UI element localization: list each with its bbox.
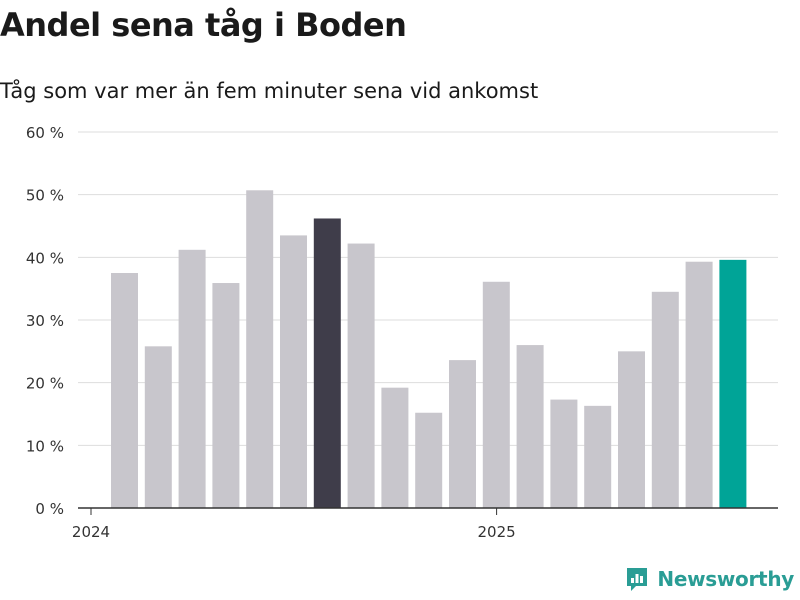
- bar: [685, 261, 713, 508]
- y-tick-label: 50 %: [26, 187, 64, 205]
- bar: [516, 345, 544, 508]
- chart-title: Andel sena tåg i Boden: [0, 6, 407, 44]
- bar: [111, 273, 138, 508]
- bar: [313, 218, 341, 509]
- newsworthy-logo: Newsworthy: [625, 566, 794, 592]
- y-tick-label: 20 %: [26, 375, 64, 393]
- bar: [144, 346, 172, 508]
- bar: [347, 243, 375, 508]
- y-tick-label: 10 %: [26, 437, 64, 455]
- y-tick-label: 30 %: [26, 312, 64, 330]
- newsworthy-chart-icon: [627, 568, 648, 591]
- bar: [246, 190, 274, 508]
- bar: [618, 351, 645, 508]
- y-tick-label: 0 %: [35, 500, 64, 518]
- bar: [381, 387, 409, 508]
- bar: [651, 291, 679, 508]
- chart-subtitle: Tåg som var mer än fem minuter sena vid …: [0, 79, 539, 103]
- bar: [178, 249, 206, 508]
- x-tick-label: 2025: [478, 523, 516, 541]
- x-tick-label: 2024: [72, 523, 110, 541]
- y-tick-label: 40 %: [26, 249, 64, 267]
- bar: [482, 281, 510, 508]
- brand-name: Newsworthy: [657, 567, 794, 591]
- bar: [212, 283, 240, 508]
- bar: [550, 399, 578, 508]
- bar: [584, 405, 612, 508]
- bar: [280, 235, 307, 508]
- bar: [449, 360, 476, 508]
- y-tick-label: 60 %: [26, 124, 64, 142]
- bar: [415, 412, 443, 508]
- bar: [719, 259, 747, 508]
